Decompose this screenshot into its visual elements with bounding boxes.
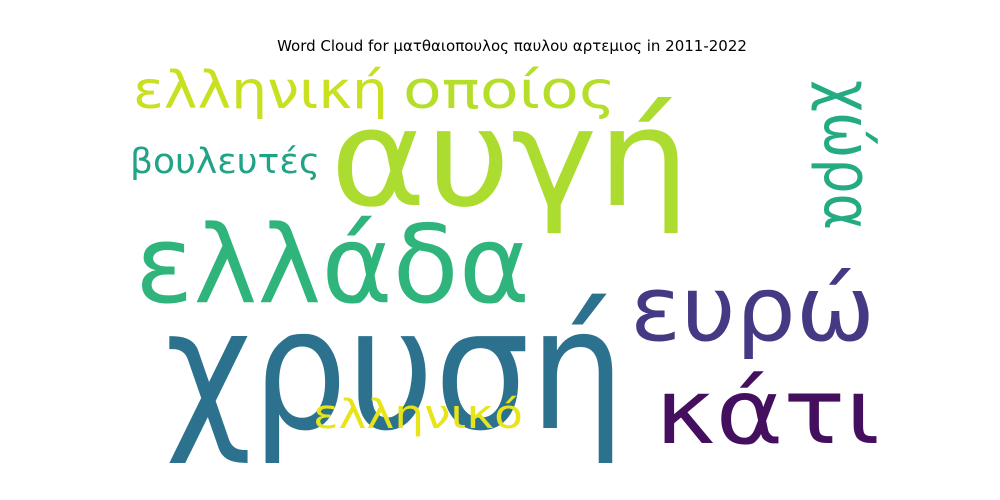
chart-title: Word Cloud for ματθαιοπουλος παυλου αρτε…: [277, 37, 747, 55]
word-5: κάτι: [655, 360, 880, 465]
word-6: χώρα: [809, 80, 886, 230]
word-3: ελλάδα: [135, 203, 530, 328]
word-7: ελληνική: [133, 61, 388, 121]
word-2: χρυσή: [165, 272, 625, 468]
word-8: οποίος: [403, 61, 616, 121]
word-10: ελληνικό: [313, 392, 523, 438]
word-4: ευρώ: [630, 257, 875, 362]
word-9: βουλευτές: [130, 142, 320, 182]
word-1: αυγή: [330, 80, 690, 237]
